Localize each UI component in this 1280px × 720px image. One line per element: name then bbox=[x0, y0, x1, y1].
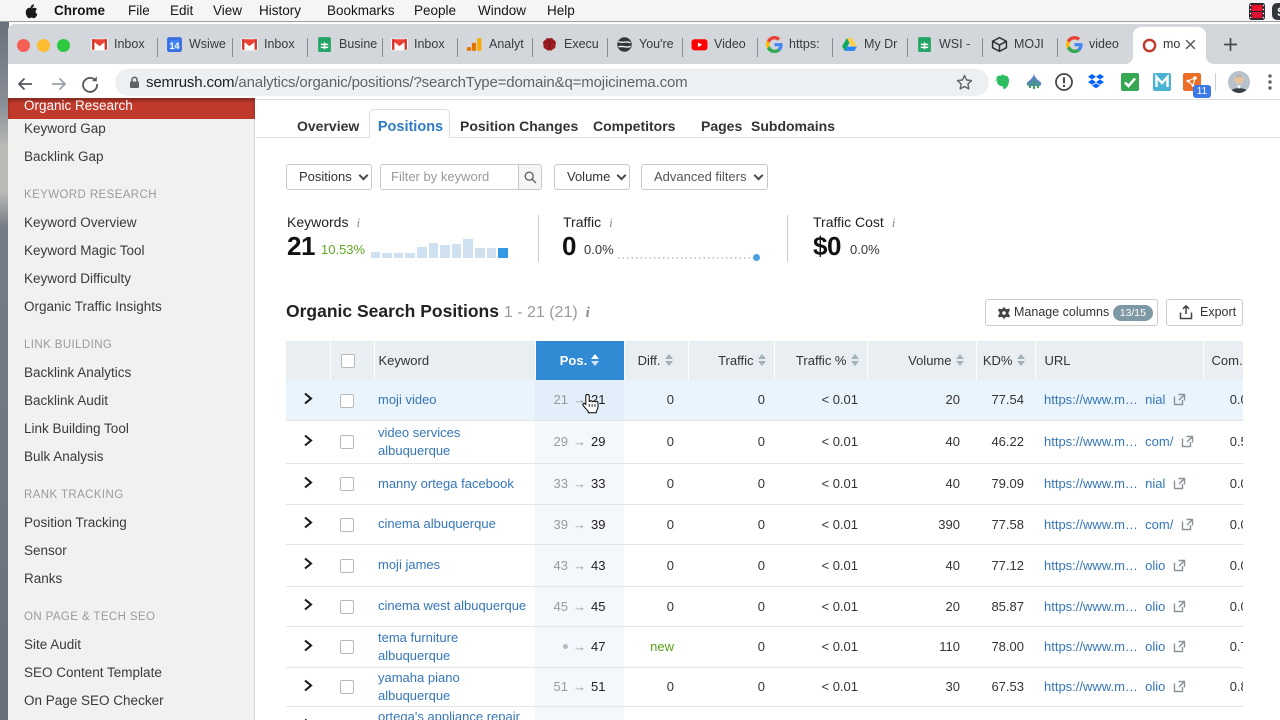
svg-text:S: S bbox=[1277, 5, 1280, 19]
svg-text:14: 14 bbox=[169, 41, 179, 51]
